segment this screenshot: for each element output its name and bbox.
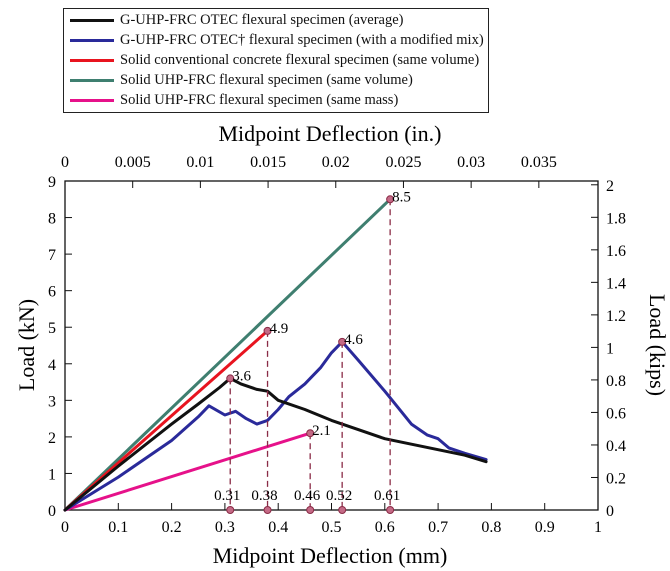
annotation-peak-marker: [306, 429, 315, 438]
chart-series-group: [63, 197, 488, 512]
annotation-x-label: 0.46: [294, 488, 321, 504]
x2-axis-label: Midpoint Deflection (in.): [218, 121, 441, 146]
x-tick-label: 0.2: [162, 519, 182, 536]
y2-tick-label: 0.6: [606, 405, 626, 422]
series-line: [63, 329, 269, 512]
x2-tick-label: 0.02: [322, 154, 350, 171]
annotation-peak-marker: [338, 337, 347, 346]
annotation-base-marker: [226, 506, 235, 514]
x-tick-label: 1: [594, 519, 602, 536]
legend-label: G-UHP-FRC OTEC† flexural specimen (with …: [120, 32, 484, 48]
chart-annotations: 3.6 0.31 4.9 0.38 2.1 0.46 4.6 0.52 8.5 0.61: [214, 189, 411, 514]
x-tick-label: 0.1: [108, 519, 128, 536]
x2-tick-label: 0: [61, 154, 69, 171]
y-tick-label: 5: [48, 320, 56, 337]
annotation-peak-marker: [386, 195, 395, 204]
x-tick-label: 0.7: [428, 519, 448, 536]
legend-swatch: [70, 39, 114, 42]
annotation-base-marker: [386, 506, 395, 514]
y2-tick-label: 1: [606, 340, 614, 357]
y-tick-label: 9: [48, 174, 56, 191]
legend-item: Solid UHP-FRC flexural specimen (same vo…: [70, 71, 413, 90]
legend-item: Solid UHP-FRC flexural specimen (same ma…: [70, 91, 398, 110]
chart-legend: G-UHP-FRC OTEC flexural specimen (averag…: [63, 8, 489, 113]
y2-tick-label: 1.2: [606, 308, 626, 325]
y-tick-label: 0: [48, 503, 56, 520]
x2-tick-label: 0.03: [457, 154, 485, 171]
x2-tick-label: 0.01: [186, 154, 214, 171]
y-tick-label: 6: [48, 284, 56, 301]
legend-swatch: [70, 79, 114, 82]
y-axis-label: Load (kN): [14, 299, 39, 391]
y2-tick-label: 0: [606, 503, 614, 520]
x-tick-label: 0.4: [268, 519, 288, 536]
annotation-peak-marker: [226, 374, 235, 383]
chart-axes: 0 0.1 0.2 0.3 0.4 0.5 0.6 0.7 0.8 0.9 10 0.005 0.01 0…: [48, 154, 626, 536]
y2-tick-label: 1.4: [606, 275, 626, 292]
y2-tick-label: 0.8: [606, 373, 626, 390]
legend-label: G-UHP-FRC OTEC flexural specimen (averag…: [120, 12, 404, 28]
legend-label: Solid UHP-FRC flexural specimen (same ma…: [120, 92, 399, 108]
legend-item: G-UHP-FRC OTEC flexural specimen (averag…: [70, 11, 403, 30]
annotation-base-marker: [263, 506, 272, 514]
y-tick-label: 4: [48, 357, 56, 374]
x-tick-label: 0.3: [215, 519, 235, 536]
series-line: [63, 340, 488, 512]
x2-tick-label: 0.035: [521, 154, 557, 171]
y-tick-label: 7: [48, 247, 56, 264]
x-tick-label: 0: [61, 519, 69, 536]
legend-swatch: [70, 19, 114, 22]
legend-label: Solid conventional concrete flexural spe…: [120, 52, 480, 68]
annotation-base-marker: [306, 506, 315, 514]
annotation-peak-marker: [263, 326, 272, 335]
y2-axis-label: Load (kips): [645, 294, 670, 396]
series-line: [63, 376, 488, 512]
series-line: [63, 431, 312, 512]
y-tick-label: 3: [48, 393, 56, 410]
legend-swatch: [70, 99, 114, 102]
x-tick-label: 0.5: [322, 519, 342, 536]
series-line: [63, 197, 392, 512]
y-tick-label: 1: [48, 466, 56, 483]
y2-tick-label: 1.6: [606, 243, 626, 260]
annotation-x-label: 0.31: [214, 488, 240, 504]
annotation-x-label: 0.61: [374, 488, 400, 504]
plot-frame: [64, 180, 599, 511]
x-tick-label: 0.8: [481, 519, 501, 536]
y2-tick-label: 0.2: [606, 470, 626, 487]
annotation-peak-label: 8.5: [392, 189, 411, 205]
annotation-peak-label: 2.1: [312, 423, 331, 439]
y2-tick-label: 2: [606, 178, 614, 195]
legend-item: Solid conventional concrete flexural spe…: [70, 51, 479, 70]
x2-tick-label: 0.015: [250, 154, 286, 171]
y-tick-label: 2: [48, 430, 56, 447]
annotation-x-label: 0.38: [251, 488, 277, 504]
y-tick-label: 8: [48, 211, 56, 228]
x-tick-label: 0.9: [535, 519, 555, 536]
annotation-base-marker: [338, 506, 347, 514]
legend-swatch: [70, 59, 114, 62]
y2-tick-label: 0.4: [606, 438, 626, 455]
x2-tick-label: 0.005: [115, 154, 151, 171]
legend-item: G-UHP-FRC OTEC† flexural specimen (with …: [70, 31, 484, 50]
annotation-x-label: 0.52: [326, 488, 352, 504]
x2-tick-label: 0.025: [385, 154, 421, 171]
x-axis-label: Midpoint Deflection (mm): [213, 543, 448, 568]
legend-label: Solid UHP-FRC flexural specimen (same vo…: [120, 72, 413, 88]
annotation-peak-label: 4.9: [270, 321, 289, 337]
annotation-peak-label: 3.6: [232, 368, 251, 384]
x-tick-label: 0.6: [375, 519, 395, 536]
annotation-peak-label: 4.6: [344, 332, 363, 348]
y2-tick-label: 1.8: [606, 210, 626, 227]
